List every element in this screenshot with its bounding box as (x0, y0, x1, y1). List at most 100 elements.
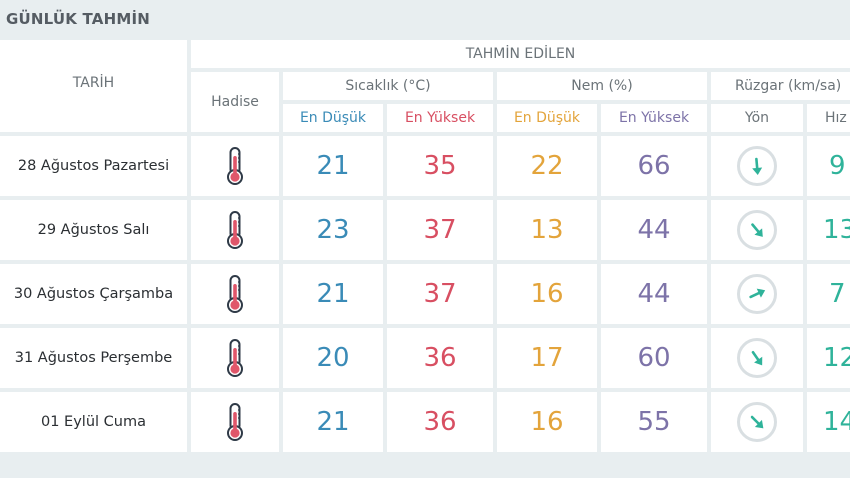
row-temp-min: 21 (316, 279, 350, 309)
row-hum-min: 17 (530, 343, 564, 373)
thermometer-icon (224, 274, 246, 314)
wind-speed-header: Hız (807, 104, 850, 132)
row-date: 30 Ağustos Çarşamba (13, 286, 174, 302)
row-date: 31 Ağustos Perşembe (14, 350, 173, 366)
row-hum-max-cell: 55 (601, 392, 707, 452)
hum-min-header-label: En Düşük (513, 110, 581, 126)
row-hum-max: 55 (637, 407, 671, 437)
event-column-header: Hadise (191, 72, 279, 132)
row-temp-min: 21 (316, 151, 350, 181)
table-row-event (191, 264, 279, 324)
row-wind-speed: 7 (829, 279, 846, 309)
row-temp-min: 20 (316, 343, 350, 373)
wind-arrow-icon (745, 154, 769, 178)
thermometer-icon (224, 402, 246, 442)
humidity-header-label: Nem (%) (571, 78, 633, 94)
row-wind-speed-cell: 13 (807, 200, 850, 260)
temp-max-header: En Yüksek (387, 104, 493, 132)
wind-speed-header-label: Hız (825, 110, 847, 126)
hum-max-header: En Yüksek (601, 104, 707, 132)
wind-arrow-icon (745, 346, 769, 370)
wind-header-label: Rüzgar (km/sa) (735, 78, 842, 94)
row-temp-max-cell: 36 (387, 392, 493, 452)
row-date: 01 Eylül Cuma (41, 414, 146, 430)
row-wind-speed: 13 (823, 215, 850, 245)
row-hum-min-cell: 22 (497, 136, 597, 196)
wind-direction-indicator (737, 402, 777, 442)
row-hum-max-cell: 44 (601, 200, 707, 260)
row-temp-min: 23 (316, 215, 350, 245)
row-hum-max-cell: 44 (601, 264, 707, 324)
hum-min-header: En Düşük (497, 104, 597, 132)
event-header-label: Hadise (211, 94, 259, 110)
row-hum-min: 16 (530, 407, 564, 437)
row-temp-max-cell: 37 (387, 200, 493, 260)
row-date: 29 Ağustos Salı (37, 222, 150, 238)
date-column-header: TARİH (0, 40, 187, 132)
row-date: 28 Ağustos Pazartesi (17, 158, 170, 174)
row-temp-min-cell: 21 (283, 392, 383, 452)
row-wind-dir-cell (711, 392, 803, 452)
row-hum-min: 16 (530, 279, 564, 309)
thermometer-icon (224, 210, 246, 250)
row-wind-speed-cell: 9 (807, 136, 850, 196)
row-wind-dir-cell (711, 200, 803, 260)
table-row-date: 29 Ağustos Salı (0, 200, 187, 260)
row-wind-dir-cell (711, 264, 803, 324)
row-wind-speed-cell: 14 (807, 392, 850, 452)
row-hum-max: 60 (637, 343, 671, 373)
temperature-group-header: Sıcaklık (°C) (283, 72, 493, 100)
row-wind-speed-cell: 7 (807, 264, 850, 324)
wind-direction-indicator (737, 210, 777, 250)
table-row-event (191, 392, 279, 452)
thermometer-icon (224, 338, 246, 378)
table-row-event (191, 136, 279, 196)
row-temp-max-cell: 36 (387, 328, 493, 388)
row-temp-min: 21 (316, 407, 350, 437)
row-hum-max-cell: 66 (601, 136, 707, 196)
humidity-group-header: Nem (%) (497, 72, 707, 100)
row-wind-dir-cell (711, 136, 803, 196)
wind-group-header: Rüzgar (km/sa) (711, 72, 850, 100)
row-hum-min-cell: 16 (497, 392, 597, 452)
panel-title: GÜNLÜK TAHMİN (6, 10, 150, 28)
row-temp-min-cell: 20 (283, 328, 383, 388)
row-temp-max: 35 (423, 151, 457, 181)
date-header-label: TARİH (72, 75, 115, 91)
temp-max-header-label: En Yüksek (404, 110, 476, 126)
temperature-header-label: Sıcaklık (°C) (345, 78, 431, 94)
thermometer-icon (224, 146, 246, 186)
forecast-header-label: TAHMİN EDİLEN (465, 46, 576, 62)
row-temp-max: 36 (423, 407, 457, 437)
forecast-group-header: TAHMİN EDİLEN (191, 40, 850, 68)
table-row-date: 30 Ağustos Çarşamba (0, 264, 187, 324)
row-temp-max-cell: 37 (387, 264, 493, 324)
row-temp-min-cell: 21 (283, 264, 383, 324)
row-temp-min-cell: 21 (283, 136, 383, 196)
row-wind-speed: 14 (823, 407, 850, 437)
hum-max-header-label: En Yüksek (618, 110, 690, 126)
row-hum-min-cell: 17 (497, 328, 597, 388)
row-hum-max: 44 (637, 279, 671, 309)
row-temp-max: 37 (423, 279, 457, 309)
table-row-date: 31 Ağustos Perşembe (0, 328, 187, 388)
wind-arrow-icon (745, 218, 769, 242)
row-wind-speed: 12 (823, 343, 850, 373)
row-hum-min: 22 (530, 151, 564, 181)
wind-dir-header-label: Yön (744, 110, 770, 126)
row-temp-max-cell: 35 (387, 136, 493, 196)
row-temp-min-cell: 23 (283, 200, 383, 260)
wind-direction-indicator (737, 146, 777, 186)
wind-direction-indicator (737, 338, 777, 378)
panel-header: GÜNLÜK TAHMİN (0, 0, 850, 38)
row-wind-speed-cell: 12 (807, 328, 850, 388)
row-hum-min-cell: 13 (497, 200, 597, 260)
row-wind-dir-cell (711, 328, 803, 388)
row-hum-min: 13 (530, 215, 564, 245)
row-wind-speed: 9 (829, 151, 846, 181)
table-row-date: 01 Eylül Cuma (0, 392, 187, 452)
wind-arrow-icon (745, 282, 769, 306)
table-row-event (191, 200, 279, 260)
row-temp-max: 37 (423, 215, 457, 245)
row-hum-max-cell: 60 (601, 328, 707, 388)
